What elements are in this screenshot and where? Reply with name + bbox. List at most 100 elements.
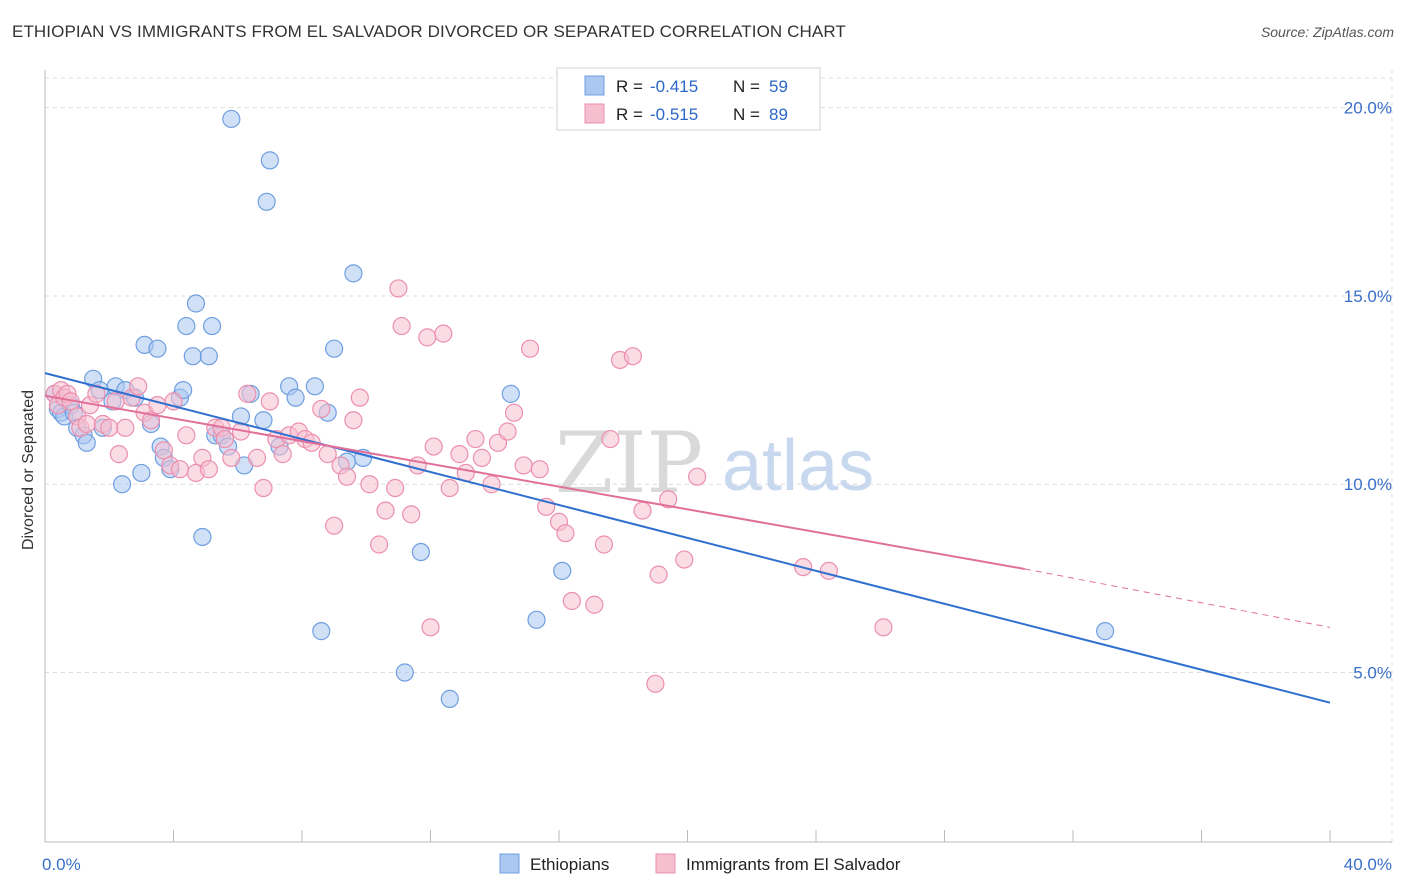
point-salvador — [116, 418, 135, 437]
point-ethiopians — [260, 151, 279, 170]
point-salvador — [273, 445, 292, 464]
point-ethiopians — [1096, 622, 1115, 641]
point-salvador — [675, 550, 694, 569]
point-salvador — [562, 591, 581, 611]
point-salvador — [434, 324, 453, 343]
trend-line-salvador — [44, 394, 1025, 570]
point-salvador — [386, 478, 405, 498]
point-salvador — [177, 426, 196, 445]
point-salvador — [520, 339, 540, 358]
point-ethiopians — [527, 610, 546, 629]
point-salvador — [254, 478, 273, 498]
point-ethiopians — [112, 475, 132, 494]
point-salvador — [350, 388, 369, 407]
data-points — [45, 109, 1115, 708]
x-tick-label: 0.0% — [42, 855, 81, 874]
point-salvador — [498, 422, 517, 441]
point-salvador — [874, 618, 893, 637]
point-salvador — [424, 437, 443, 456]
point-salvador — [649, 565, 668, 584]
point-salvador — [109, 445, 128, 464]
point-salvador — [222, 448, 241, 467]
point-salvador — [556, 524, 575, 543]
point-salvador — [392, 316, 411, 336]
legend-stats: R = -0.415 N = 59 R = -0.515 N = 89 — [556, 67, 821, 131]
legend-r-label: R = — [616, 77, 643, 96]
point-ethiopians — [202, 316, 222, 336]
point-salvador — [466, 429, 485, 449]
y-tick-label: 15.0% — [1344, 287, 1392, 306]
point-salvador — [337, 467, 357, 486]
point-salvador — [659, 490, 678, 509]
point-ethiopians — [411, 542, 430, 562]
point-ethiopians — [254, 411, 273, 430]
point-salvador — [530, 460, 549, 479]
point-salvador — [623, 347, 642, 366]
point-salvador — [389, 279, 408, 298]
point-ethiopians — [440, 689, 459, 708]
point-salvador — [260, 392, 279, 411]
point-ethiopians — [183, 347, 202, 366]
legend-r-label: R = — [616, 105, 643, 124]
point-salvador — [215, 429, 234, 449]
y-tick-label: 20.0% — [1344, 99, 1392, 118]
point-ethiopians — [501, 384, 520, 403]
legend-series: Ethiopians Immigrants from El Salvador — [499, 853, 901, 874]
point-salvador — [325, 516, 344, 535]
x-tick-label: 40.0% — [1344, 855, 1392, 874]
point-salvador — [601, 429, 620, 449]
point-salvador — [408, 456, 427, 475]
point-salvador — [247, 448, 267, 467]
point-salvador — [360, 475, 379, 494]
point-salvador — [585, 595, 604, 614]
point-ethiopians — [193, 527, 212, 547]
point-salvador — [594, 535, 614, 554]
point-salvador — [129, 377, 148, 396]
point-ethiopians — [344, 264, 363, 283]
point-salvador — [77, 414, 96, 434]
point-salvador — [472, 448, 491, 467]
point-salvador — [688, 467, 707, 486]
point-salvador — [819, 561, 838, 580]
axes — [44, 70, 1392, 843]
point-ethiopians — [325, 339, 344, 358]
point-salvador — [238, 384, 257, 403]
watermark-zip: ZIP — [555, 414, 703, 512]
point-salvador — [100, 418, 119, 437]
legend-r-value: -0.515 — [650, 105, 698, 124]
y-tick-labels: 5.0% 10.0% 15.0% 20.0% — [1344, 99, 1392, 683]
point-ethiopians — [312, 622, 331, 641]
legend-label-ethiopians: Ethiopians — [530, 855, 609, 874]
legend-swatch-ethiopians — [584, 75, 605, 96]
legend-n-label: N = — [733, 77, 760, 96]
point-ethiopians — [132, 463, 151, 483]
legend-n-value: 59 — [769, 77, 788, 96]
trend-line-salvador-extension — [1024, 568, 1331, 628]
legend-label-salvador: Immigrants from El Salvador — [686, 855, 901, 874]
point-ethiopians — [395, 663, 414, 682]
point-salvador — [440, 478, 459, 498]
trend-line-ethiopians — [44, 372, 1331, 704]
point-salvador — [170, 460, 190, 479]
point-salvador — [370, 535, 389, 554]
legend-swatch-salvador — [584, 103, 605, 124]
point-ethiopians — [257, 192, 276, 211]
legend-swatch-ethiopians — [499, 853, 520, 874]
chart-source: Source: ZipAtlas.com — [1260, 24, 1394, 40]
point-ethiopians — [286, 388, 305, 407]
y-tick-label: 10.0% — [1344, 475, 1392, 494]
point-salvador — [514, 456, 533, 475]
point-salvador — [199, 460, 218, 479]
point-salvador — [633, 501, 652, 520]
chart-title: ETHIOPIAN VS IMMIGRANTS FROM EL SALVADOR… — [12, 22, 846, 41]
point-salvador — [312, 399, 331, 419]
point-salvador — [154, 441, 173, 460]
point-ethiopians — [148, 339, 167, 358]
y-axis-label: Divorced or Separated — [20, 390, 37, 550]
point-salvador — [646, 674, 665, 693]
point-salvador — [376, 501, 395, 520]
point-ethiopians — [553, 561, 572, 580]
y-tick-label: 5.0% — [1353, 664, 1392, 683]
point-salvador — [148, 396, 167, 415]
